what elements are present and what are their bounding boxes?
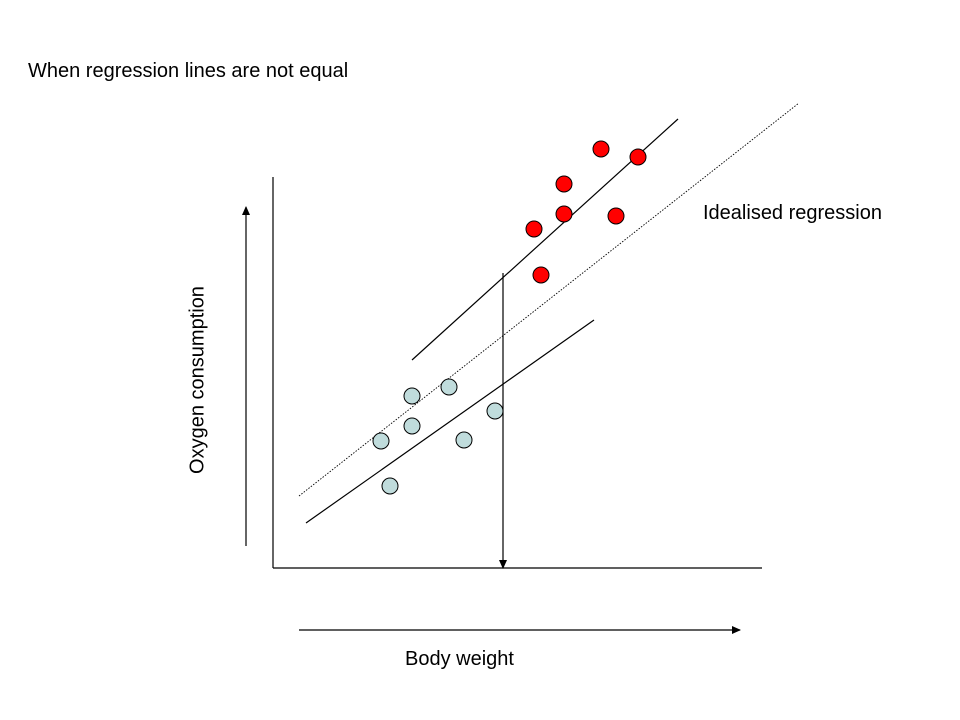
idealised-regression-label: Idealised regression — [703, 202, 882, 224]
body-weight-label: Body weight — [405, 648, 514, 670]
red-data-point-4 — [607, 207, 625, 225]
slide-title: When regression lines are not equal — [28, 60, 349, 82]
red-data-point-5 — [525, 220, 543, 238]
red-data-point-3 — [555, 205, 573, 223]
red-data-point-0 — [592, 140, 610, 158]
blue-data-point-3 — [372, 432, 390, 450]
blue-data-point-6 — [381, 477, 399, 495]
red-data-point-6 — [532, 266, 550, 284]
blue-data-point-5 — [455, 431, 473, 449]
red-data-point-1 — [629, 148, 647, 166]
blue-data-point-2 — [486, 402, 504, 420]
red-data-point-2 — [555, 175, 573, 193]
blue-data-point-0 — [403, 387, 421, 405]
blue-data-point-4 — [403, 417, 421, 435]
regression-line-2 — [305, 319, 595, 524]
blue-data-point-1 — [440, 378, 458, 396]
idealised-regression-line-1 — [298, 102, 800, 497]
